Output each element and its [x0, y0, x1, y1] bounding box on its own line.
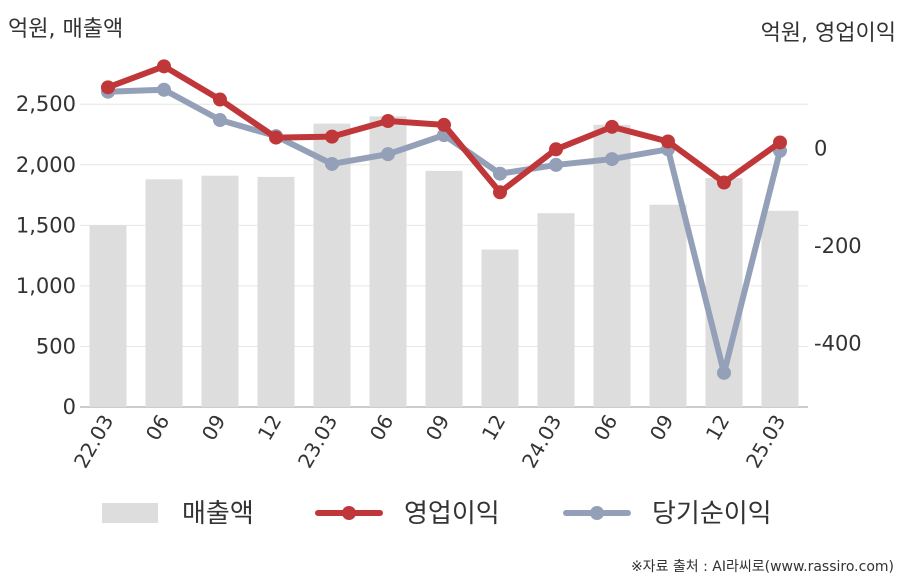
bar: [537, 213, 575, 407]
data-point: [661, 134, 675, 149]
legend-swatch-marker: [342, 506, 356, 520]
data-point: [773, 135, 787, 150]
x-tick-label: 12: [253, 411, 287, 445]
x-tick-label: 12: [477, 411, 511, 445]
data-point: [213, 113, 227, 128]
x-tick-label: 06: [141, 411, 175, 445]
y-left-tick-label: 0: [63, 395, 76, 419]
x-tick-label: 06: [589, 411, 623, 445]
bar: [369, 116, 407, 407]
y-right-tick-label: -400: [814, 332, 862, 356]
x-tick-label: 25.03: [741, 411, 790, 473]
x-tick-label: 06: [365, 411, 399, 445]
data-point: [717, 365, 731, 380]
bar: [89, 225, 127, 407]
data-point: [381, 113, 395, 128]
data-point: [269, 130, 283, 145]
bar: [649, 204, 687, 407]
data-point: [493, 166, 507, 181]
bar: [593, 124, 631, 408]
bar: [481, 249, 519, 407]
data-point: [157, 82, 171, 97]
bar: [257, 176, 295, 407]
y-left-tick-label: 1,500: [16, 213, 76, 237]
bar: [761, 210, 799, 407]
y-left-tick-label: 2,000: [16, 153, 76, 177]
data-point: [605, 119, 619, 134]
y-right-tick-label: 0: [814, 136, 827, 160]
data-point: [493, 185, 507, 200]
bar: [201, 175, 239, 407]
data-point: [381, 147, 395, 162]
right-axis-unit: 억원, 영업이익: [761, 21, 896, 46]
x-tick-label: 24.03: [517, 411, 566, 473]
data-point: [157, 59, 171, 74]
left-axis-unit: 억원, 매출액: [8, 17, 123, 42]
bar: [425, 170, 463, 407]
legend-swatch-bar: [102, 503, 158, 523]
data-point: [549, 142, 563, 157]
x-tick-label: 23.03: [293, 411, 342, 473]
data-point: [213, 92, 227, 107]
data-point: [549, 157, 563, 172]
legend-label: 영업이익: [404, 499, 500, 529]
data-point: [325, 129, 339, 144]
bar: [145, 179, 183, 407]
y-left-tick-label: 500: [36, 334, 76, 358]
data-point: [325, 156, 339, 171]
data-point: [437, 117, 451, 132]
x-tick-label: 09: [197, 411, 231, 445]
x-tick-label: 22.03: [69, 411, 118, 473]
x-tick-label: 09: [645, 411, 679, 445]
x-tick-label: 12: [701, 411, 735, 445]
y-right-tick-label: -200: [814, 234, 862, 258]
y-left-tick-label: 2,500: [16, 92, 76, 116]
data-point: [717, 175, 731, 190]
source-note: ※자료 출처 : AI라씨로(www.rassiro.com): [631, 559, 894, 575]
legend-label: 당기순이익: [652, 499, 772, 529]
x-tick-label: 09: [421, 411, 455, 445]
data-point: [101, 80, 115, 95]
y-left-tick-label: 1,000: [16, 274, 76, 298]
legend-swatch-marker: [590, 506, 604, 520]
data-point: [605, 152, 619, 167]
legend-label: 매출액: [182, 499, 254, 529]
